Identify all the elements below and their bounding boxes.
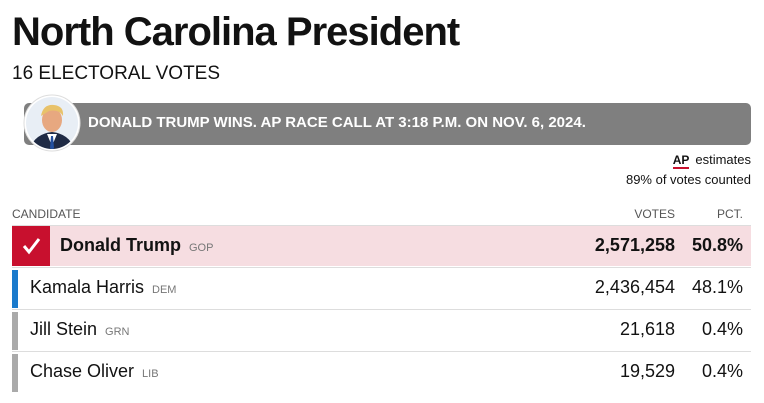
subtitle: 16 ELECTORAL VOTES [12, 63, 221, 84]
banner-text: DONALD TRUMP WINS. AP RACE CALL AT 3:18 … [88, 114, 586, 131]
estimates: estimates [695, 152, 751, 167]
percent: 50.8% [691, 235, 743, 255]
result-row: Donald Trump GOP 2,571,258 50.8% [12, 225, 751, 266]
banner [24, 103, 751, 145]
column-header: CANDIDATE [12, 207, 81, 221]
candidate: Jill Stein [30, 319, 98, 339]
party-accent [12, 226, 50, 266]
party-accent [12, 312, 18, 350]
title: North Carolina President [12, 10, 460, 54]
result-row: Chase Oliver LIB 19,529 0.4% [12, 351, 751, 392]
candidate-name: Jill Stein GRN [30, 319, 129, 340]
votes: 19,529 [619, 361, 675, 381]
candidate: Chase Oliver [30, 361, 135, 381]
percent: 0.4% [701, 361, 743, 381]
percent: 0.4% [701, 319, 743, 339]
party-accent [12, 270, 18, 308]
column-header: PCT. [716, 207, 743, 221]
party: GOP [189, 242, 214, 254]
party-accent [12, 354, 18, 392]
candidate-name: Chase Oliver LIB [30, 361, 159, 382]
ap-logo: AP [672, 153, 690, 169]
votes-counted: 89% of votes counted [625, 172, 751, 187]
votes: 2,436,454 [594, 277, 675, 297]
candidate-name: Donald Trump GOP [60, 235, 213, 256]
candidate: Donald Trump [60, 235, 181, 255]
party: LIB [142, 368, 159, 380]
candidate-name: Kamala Harris DEM [30, 277, 176, 298]
result-row: Jill Stein GRN 21,618 0.4% [12, 309, 751, 350]
result-row: Kamala Harris DEM 2,436,454 48.1% [12, 267, 751, 308]
source-note: AP estimates [672, 152, 751, 169]
party: DEM [152, 284, 177, 296]
winner-check [22, 238, 41, 255]
party: GRN [105, 326, 130, 338]
votes: 2,571,258 [594, 235, 675, 255]
candidate-photo [23, 94, 81, 152]
candidate: Kamala Harris [30, 277, 145, 297]
percent: 48.1% [691, 277, 743, 297]
column-header: VOTES [634, 207, 675, 221]
votes: 21,618 [619, 319, 675, 339]
